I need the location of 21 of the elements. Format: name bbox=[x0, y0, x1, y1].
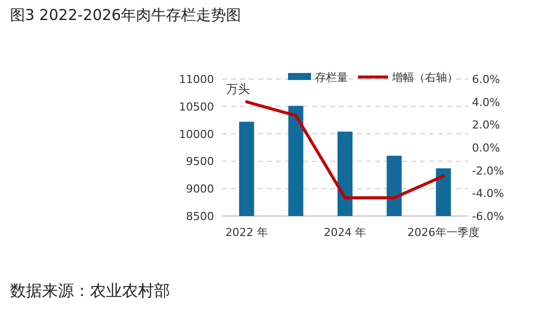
y-tick-label: 9500 bbox=[186, 155, 214, 168]
title: 图3 2022-2026年肉牛存栏走势图 bbox=[10, 6, 242, 24]
y-tick-label: 8500 bbox=[186, 210, 214, 223]
y2-tick-label: 2.0% bbox=[472, 118, 500, 132]
x-tick-label: 2022 年 bbox=[225, 226, 268, 239]
legend-label: 存栏量 bbox=[315, 71, 348, 84]
annotation: 数据来源：农业农村部 bbox=[10, 281, 170, 300]
x-tick-label: 2026年一季度 bbox=[407, 226, 480, 239]
y2-tick-label: -6.0% bbox=[472, 210, 504, 223]
y-tick-label: 11000 bbox=[179, 73, 214, 86]
y-axis-title: 万头 bbox=[226, 82, 250, 96]
y-tick-label: 10500 bbox=[179, 100, 214, 114]
y2-tick-label: 0.0% bbox=[472, 142, 500, 154]
y-tick-label: 10000 bbox=[179, 128, 214, 141]
x-tick-label: 2024 年 bbox=[324, 226, 366, 239]
y2-tick-label: -2.0% bbox=[472, 164, 504, 178]
legend-label: 增幅（右轴） bbox=[391, 71, 458, 84]
y2-tick-label: 6.0% bbox=[472, 73, 500, 86]
y2-tick-label: 4.0% bbox=[472, 96, 500, 109]
y-tick-label: 9000 bbox=[186, 182, 214, 196]
y2-tick-label: -4.0% bbox=[472, 187, 504, 200]
